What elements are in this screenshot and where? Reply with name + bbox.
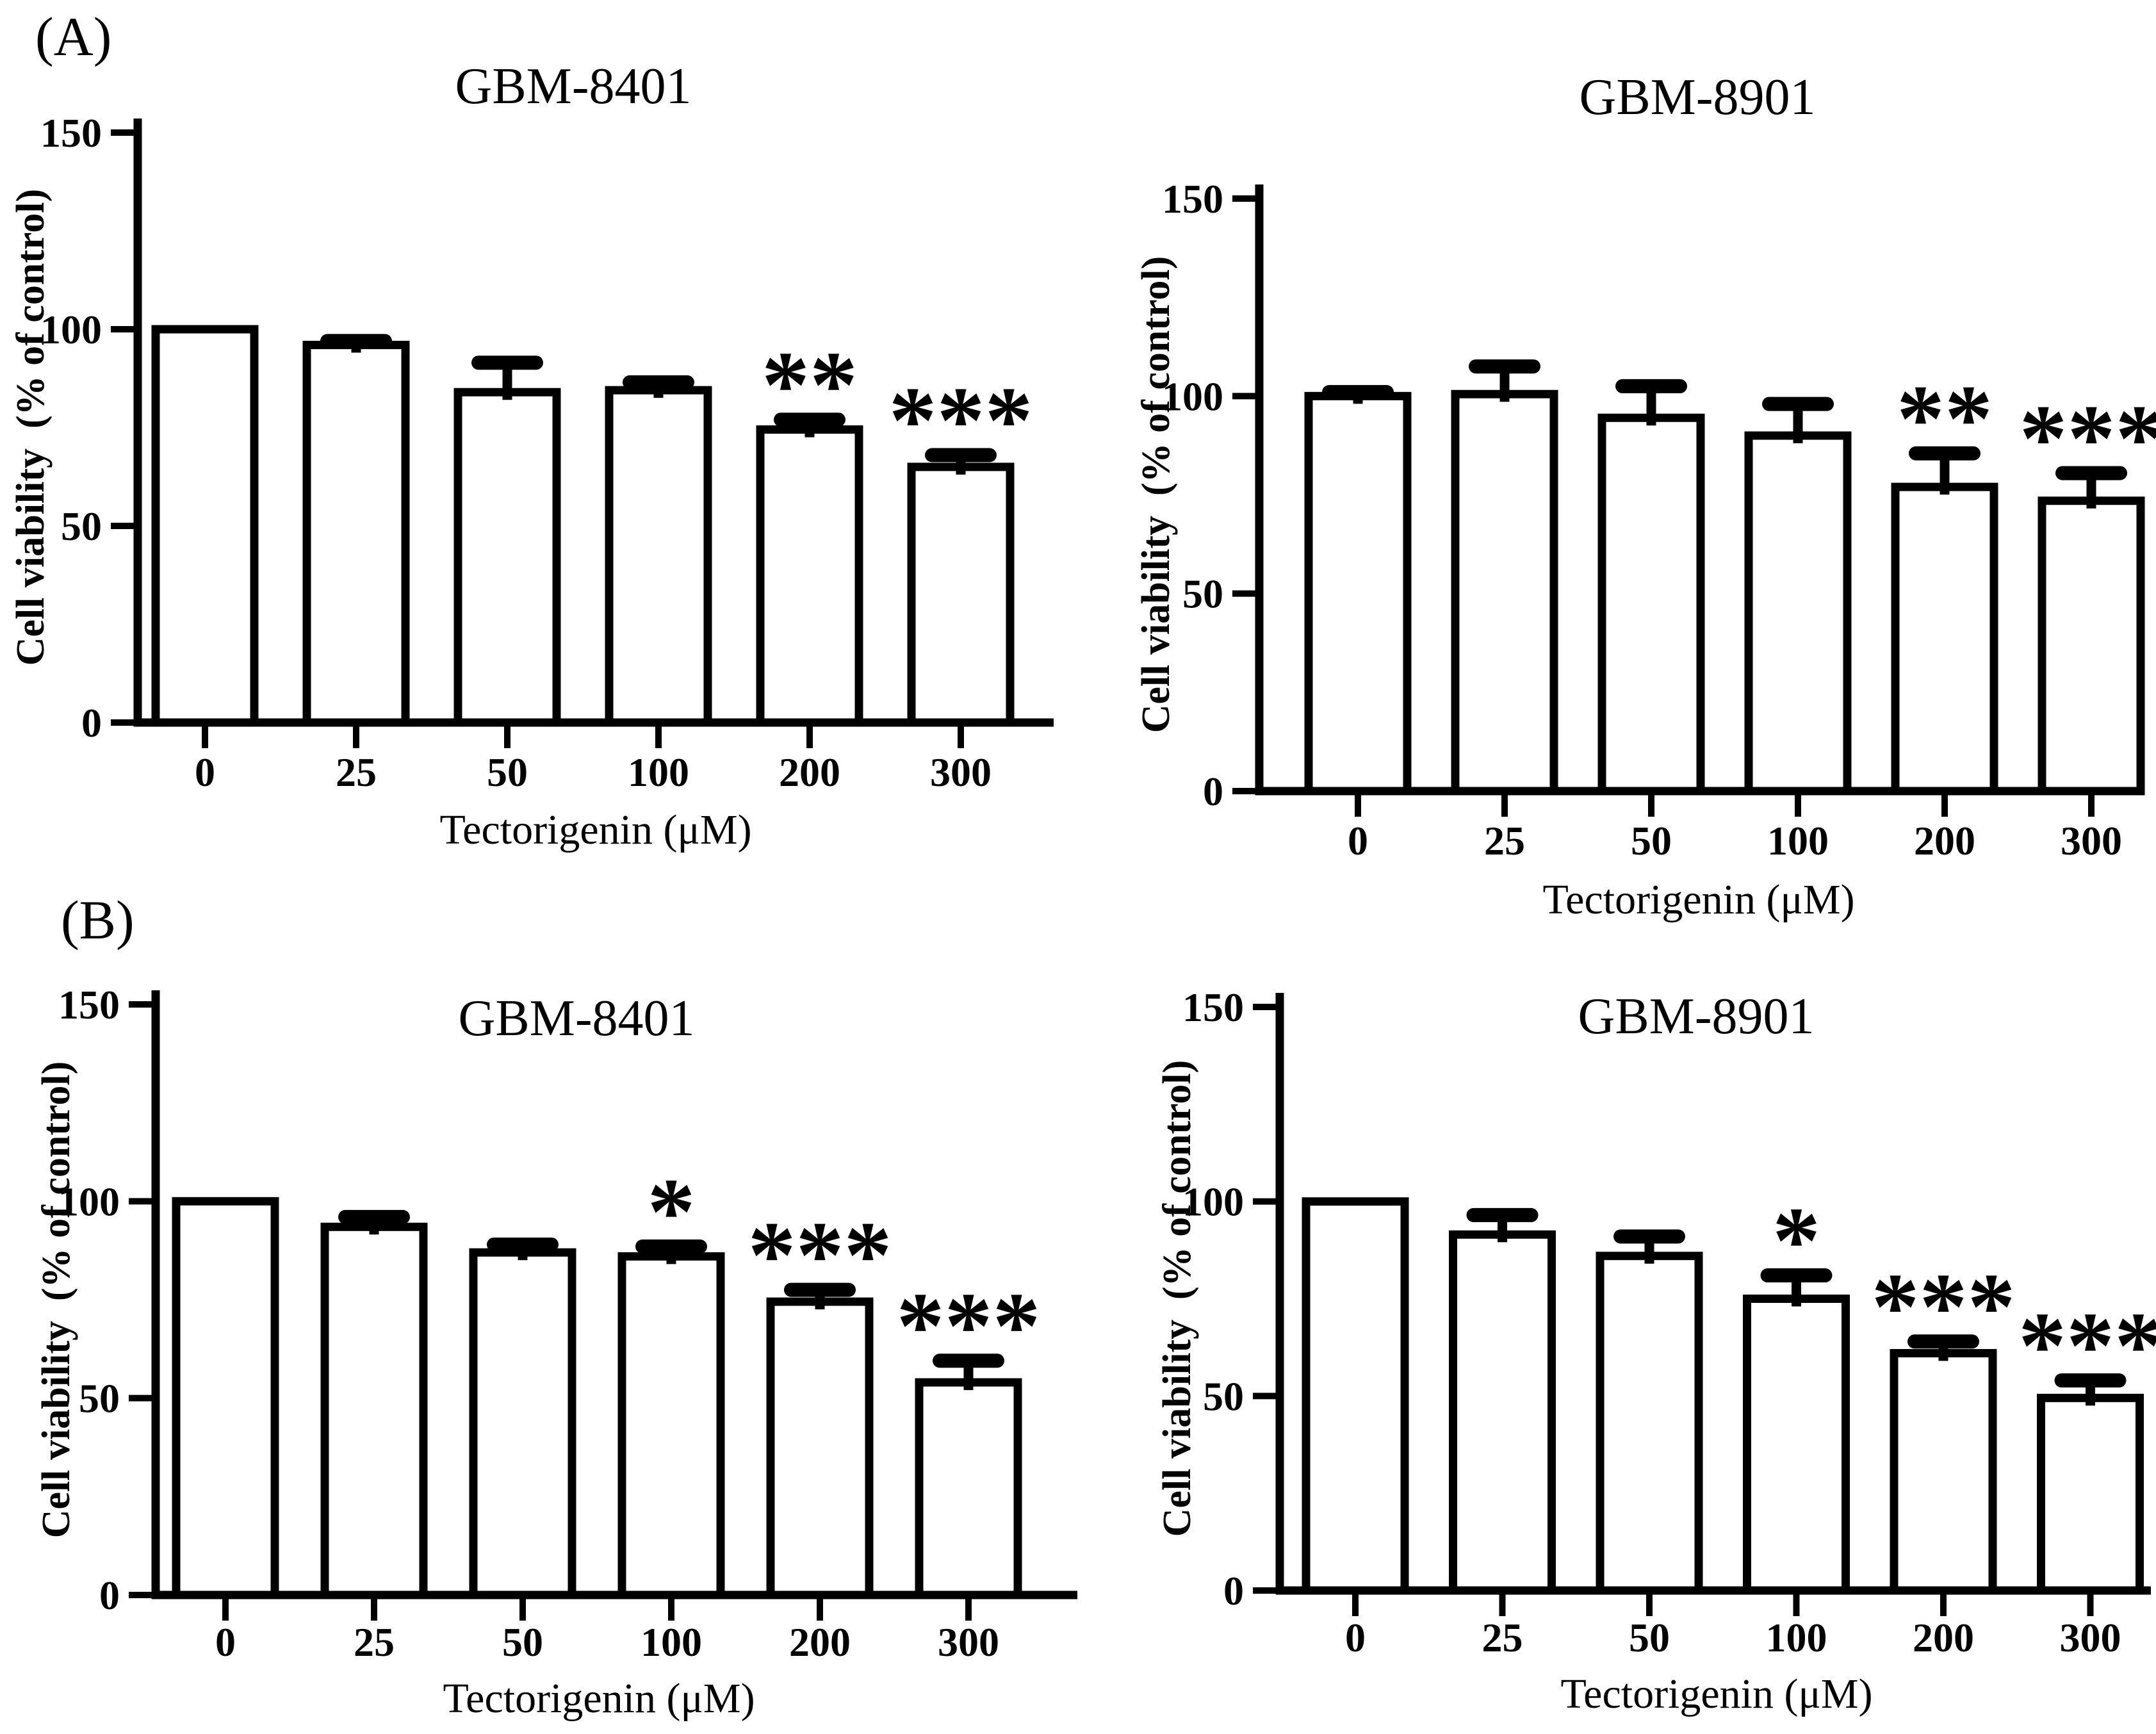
- y-tick-label: 100: [58, 1179, 120, 1224]
- y-tick-label: 100: [1162, 373, 1223, 419]
- significance-marker: ***: [2020, 386, 2156, 492]
- y-tick-label: 50: [79, 1376, 120, 1421]
- y-tick-label: 100: [40, 307, 102, 352]
- chart-title-a-gbm8401: GBM-8401: [455, 58, 692, 115]
- x-tick-label: 25: [354, 1619, 395, 1665]
- significance-marker: **: [1897, 366, 1993, 472]
- y-tick-label: 50: [1182, 571, 1223, 617]
- x-tick-label: 0: [215, 1619, 236, 1665]
- x-tick-label: 300: [938, 1619, 999, 1665]
- bar-100: [1743, 1295, 1850, 1595]
- bar-50: [453, 388, 561, 727]
- bar-25: [302, 341, 410, 727]
- x-tick-label: 50: [1631, 818, 1672, 863]
- bar-25: [1449, 1230, 1556, 1595]
- y-tick-label: 50: [61, 503, 102, 549]
- bar-25: [1451, 389, 1558, 796]
- x-axis-label-b-gbm8401: Tectorigenin (μM): [443, 1675, 755, 1722]
- bar-0: [1302, 1197, 1409, 1595]
- bar-200: [1890, 1349, 1997, 1595]
- bar-200: [1891, 482, 1998, 796]
- bar-0: [1304, 391, 1412, 796]
- bar-25: [320, 1222, 428, 1599]
- x-tick-label: 50: [502, 1619, 543, 1665]
- y-tick-label: 50: [1203, 1373, 1244, 1419]
- y-tick-label: 150: [1162, 176, 1223, 222]
- x-axis-label-a-gbm8901: Tectorigenin (μM): [1542, 876, 1855, 923]
- x-tick-label: 200: [779, 749, 840, 795]
- x-tick-label: 100: [628, 749, 689, 795]
- bar-50: [1597, 413, 1705, 796]
- bar-50: [1596, 1252, 1703, 1595]
- bar-0: [172, 1197, 279, 1599]
- x-tick-label: 50: [487, 749, 528, 795]
- x-tick-label: 50: [1629, 1615, 1670, 1660]
- x-tick-label: 200: [1914, 818, 1975, 863]
- significance-marker: *: [1772, 1188, 1820, 1294]
- bar-300: [915, 1378, 1022, 1599]
- x-tick-label: 100: [1766, 1615, 1827, 1660]
- x-tick-label: 300: [930, 749, 992, 795]
- bar-0: [151, 325, 259, 727]
- y-tick-label: 100: [1182, 1179, 1244, 1225]
- y-tick-label: 0: [1223, 1568, 1244, 1614]
- chart-title-b-gbm8401: GBM-8401: [458, 990, 695, 1047]
- significance-marker: ***: [748, 1202, 892, 1309]
- bar-300: [907, 462, 1015, 727]
- bar-200: [766, 1297, 874, 1599]
- bar-100: [1744, 431, 1852, 796]
- significance-marker: ***: [889, 367, 1033, 473]
- chart-title-b-gbm8901: GBM-8901: [1578, 988, 1815, 1045]
- panel-label-a: (A): [35, 6, 112, 67]
- bar-300: [2038, 496, 2145, 796]
- significance-marker: ***: [1872, 1254, 2016, 1360]
- y-tick-label: 150: [1182, 985, 1244, 1030]
- x-tick-label: 0: [195, 749, 215, 795]
- chart-title-a-gbm8901: GBM-8901: [1579, 69, 1816, 126]
- x-tick-label: 0: [1348, 818, 1368, 863]
- x-tick-label: 300: [2060, 1615, 2121, 1660]
- x-tick-label: 100: [1767, 818, 1829, 863]
- y-tick-label: 150: [58, 982, 120, 1027]
- bar-50: [469, 1248, 576, 1599]
- x-tick-label: 0: [1345, 1615, 1366, 1660]
- bar-300: [2037, 1393, 2144, 1595]
- x-tick-label: 300: [2061, 818, 2122, 863]
- bar-200: [756, 425, 863, 727]
- significance-marker: ***: [897, 1273, 1041, 1379]
- bar-100: [605, 386, 712, 727]
- significance-marker: **: [762, 332, 858, 438]
- y-tick-label: 0: [1203, 769, 1223, 814]
- x-axis-label-b-gbm8901: Tectorigenin (μM): [1560, 1671, 1873, 1717]
- x-tick-label: 200: [789, 1619, 851, 1665]
- significance-marker: *: [648, 1159, 696, 1265]
- x-tick-label: 200: [1913, 1615, 1974, 1660]
- x-axis-label-a-gbm8401: Tectorigenin (μM): [439, 806, 752, 853]
- x-tick-label: 100: [641, 1619, 702, 1665]
- x-tick-label: 25: [336, 749, 377, 795]
- panel-label-b: (B): [61, 889, 135, 951]
- y-tick-label: 0: [81, 700, 102, 746]
- y-tick-label: 0: [99, 1573, 120, 1618]
- x-tick-label: 25: [1484, 818, 1525, 863]
- bar-100: [617, 1252, 725, 1599]
- significance-marker: ***: [2018, 1293, 2156, 1399]
- y-tick-label: 150: [40, 110, 102, 156]
- x-tick-label: 25: [1482, 1615, 1523, 1660]
